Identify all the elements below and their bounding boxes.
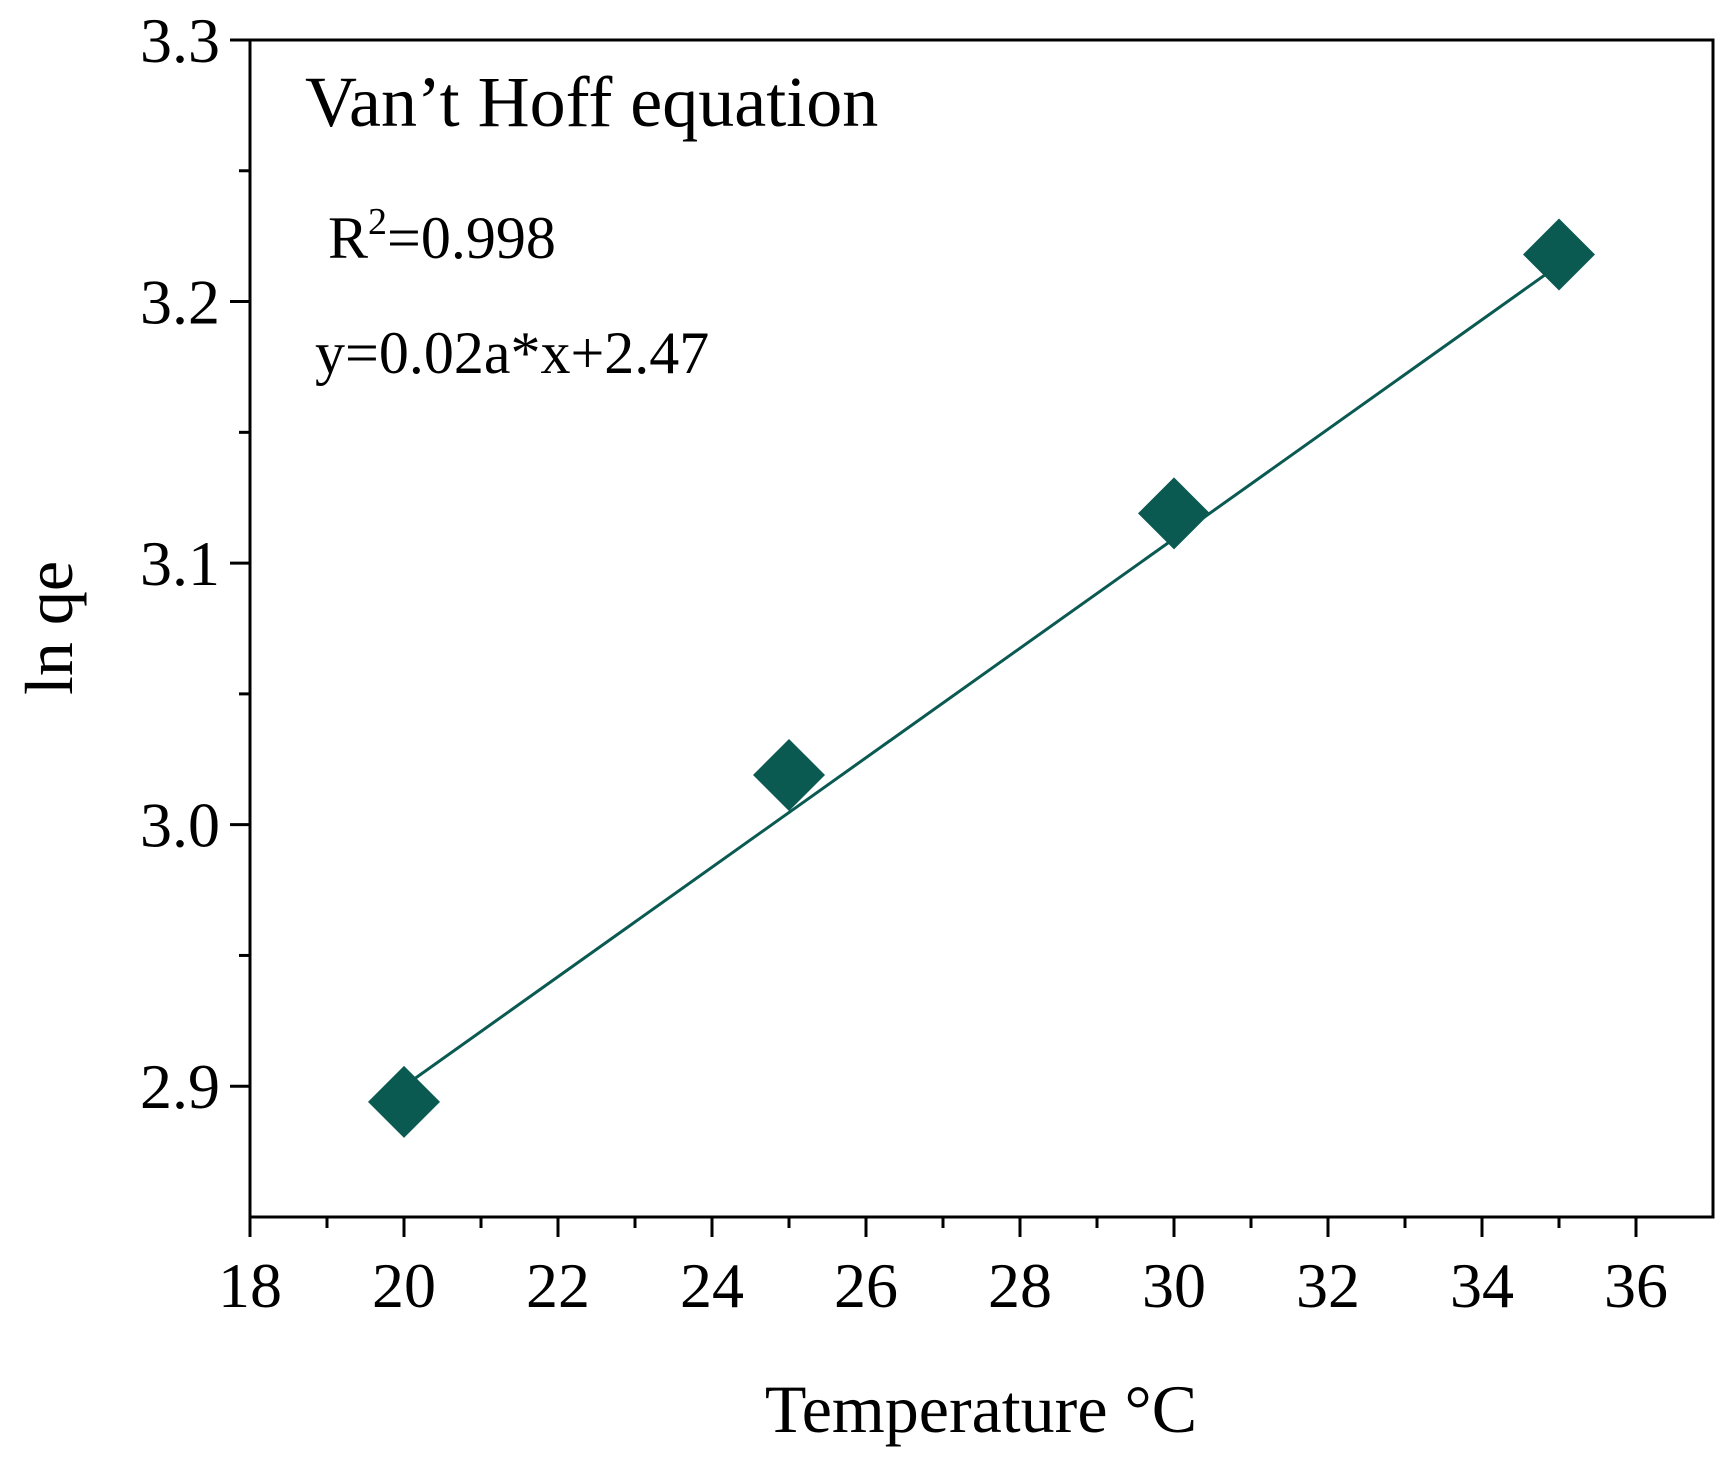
data-point-4 (1523, 218, 1595, 291)
x-tick-label: 30 (1142, 1250, 1206, 1321)
data-point-3 (1138, 477, 1210, 550)
y-tick-label: 3.3 (140, 5, 220, 76)
y-tick-label: 3.0 (140, 790, 220, 861)
x-tick-label: 34 (1450, 1250, 1514, 1321)
y-tick-label: 3.1 (140, 528, 220, 599)
x-tick-label: 28 (988, 1250, 1052, 1321)
y-axis-ticks: 2.9 3.0 3.1 3.2 3.3 (140, 5, 250, 1122)
x-tick-label: 36 (1604, 1250, 1668, 1321)
y-tick-label: 2.9 (140, 1051, 220, 1122)
plot-frame (248, 38, 1715, 1219)
x-tick-label: 22 (526, 1250, 590, 1321)
data-point-2 (753, 738, 825, 811)
y-axis-title: ln qe (11, 561, 87, 695)
x-tick-label: 18 (218, 1250, 282, 1321)
r-squared-annotation: R2=0.998 (328, 201, 556, 271)
x-tick-label: 32 (1296, 1250, 1360, 1321)
equation-annotation: y=0.02a*x+2.47 (315, 320, 709, 386)
x-tick-label: 26 (834, 1250, 898, 1321)
x-axis-title: Temperature °C (765, 1371, 1197, 1447)
fit-line (403, 263, 1560, 1088)
x-tick-label: 24 (680, 1250, 744, 1321)
y-tick-label: 3.2 (140, 267, 220, 338)
x-axis-ticks: 18 20 22 24 26 28 30 32 34 36 (218, 1217, 1668, 1321)
data-point-1 (368, 1065, 440, 1138)
r-squared-value: =0.998 (387, 205, 556, 271)
x-tick-label: 20 (372, 1250, 436, 1321)
data-markers (368, 218, 1595, 1138)
r-squared-label: R (328, 205, 368, 271)
chart-title: Van’t Hoff equation (305, 62, 878, 142)
r-squared-superscript: 2 (368, 201, 387, 243)
